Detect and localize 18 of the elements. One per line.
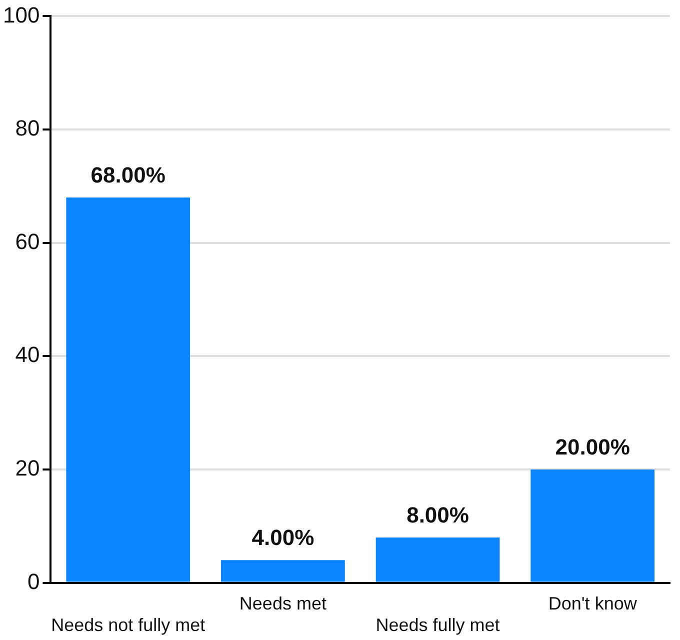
data-label: 20.00% <box>555 434 630 460</box>
data-label: 4.00% <box>252 525 314 550</box>
y-tick-label: 0 <box>27 568 40 594</box>
x-tick-label: Don't know <box>548 594 638 614</box>
x-tick-label: Needs not fully met <box>51 615 206 636</box>
bar <box>66 198 190 582</box>
data-label: 8.00% <box>406 502 469 528</box>
y-tick-label: 20 <box>15 456 40 481</box>
bar <box>221 560 345 582</box>
y-tick-label: 100 <box>2 2 40 28</box>
y-tick-label: 80 <box>15 116 40 141</box>
bar <box>530 469 655 582</box>
bar <box>376 537 500 582</box>
y-tick-label: 40 <box>15 342 40 368</box>
x-tick-label: Needs met <box>239 594 326 614</box>
data-label: 68.00% <box>90 162 166 188</box>
y-tick-label: 60 <box>15 228 40 254</box>
x-tick-label: Needs fully met <box>376 615 500 636</box>
